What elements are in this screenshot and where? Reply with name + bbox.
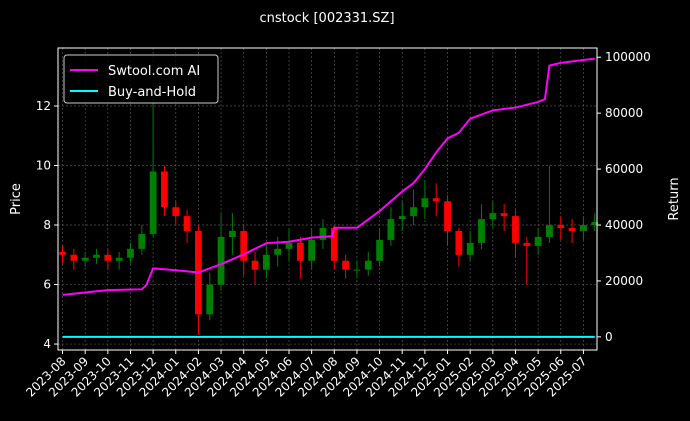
candle-body [59,251,66,255]
candle-body [274,248,282,255]
candle-body [591,222,599,226]
candle-body [568,228,576,231]
candle-body [523,242,531,246]
candle-body [104,254,112,261]
y2-tick-label: 80000 [605,106,643,120]
candle-body [240,230,248,261]
candle-body [376,239,383,261]
candle-body [70,254,78,261]
legend-box [63,54,219,104]
y-tick-label: 6 [43,278,51,292]
candle-body [308,239,316,261]
candle-body [149,171,157,234]
legend-label: Swtool.com AI [108,64,200,79]
y2-axis-label: Return [667,177,682,220]
candle-body [580,225,587,231]
candle-body [466,242,474,255]
candle-body [138,233,146,249]
legend: Swtool.com AI Buy-and-Hold [63,54,219,104]
candle-body [81,257,89,261]
candle-body [421,198,429,208]
candle-body [512,216,519,243]
candle-body [262,254,270,270]
candle-body [398,216,406,220]
candle-body [478,219,485,243]
candle-body [296,242,304,261]
candle-body [410,207,417,217]
candle-body [342,260,350,270]
candle-body [285,242,293,249]
candle-body [455,230,463,255]
y2-tick-label: 40000 [605,218,643,232]
candle-body [557,225,565,229]
line-series [62,57,595,296]
candle-body [172,207,180,217]
candle-body [534,236,542,246]
candle-body [500,213,508,217]
candle-body [444,201,451,231]
candle-body [330,228,338,261]
y-tick-label: 12 [36,99,51,113]
y2-tick-label: 60000 [605,162,643,176]
candle-body [251,260,259,270]
candle-body [217,236,225,285]
y2-tick-label: 0 [605,330,613,344]
candle-body [364,260,372,270]
y-tick-label: 8 [43,218,51,232]
candle-body [93,254,100,258]
candle-body [127,248,134,258]
candle-body [206,284,214,315]
chart-title: cnstock [002331.SZ] [259,11,394,26]
y2-tick-label: 100000 [605,50,651,64]
candle-body [353,269,361,271]
candle-body [161,171,168,208]
y-tick-label: 4 [43,337,51,351]
candle-body [115,257,123,261]
candle-body [387,219,395,240]
candle-body [546,225,553,237]
y2-tick-label: 20000 [605,274,643,288]
plot-frame [57,47,598,351]
candle-body [228,230,236,237]
legend-label: Buy-and-Hold [108,85,196,100]
y-tick-label: 10 [36,159,51,173]
candle-body [489,213,497,220]
candle-body [183,216,191,231]
candle-body [319,228,327,240]
candle-body [432,198,440,202]
y-axis-label: Price [9,183,24,215]
